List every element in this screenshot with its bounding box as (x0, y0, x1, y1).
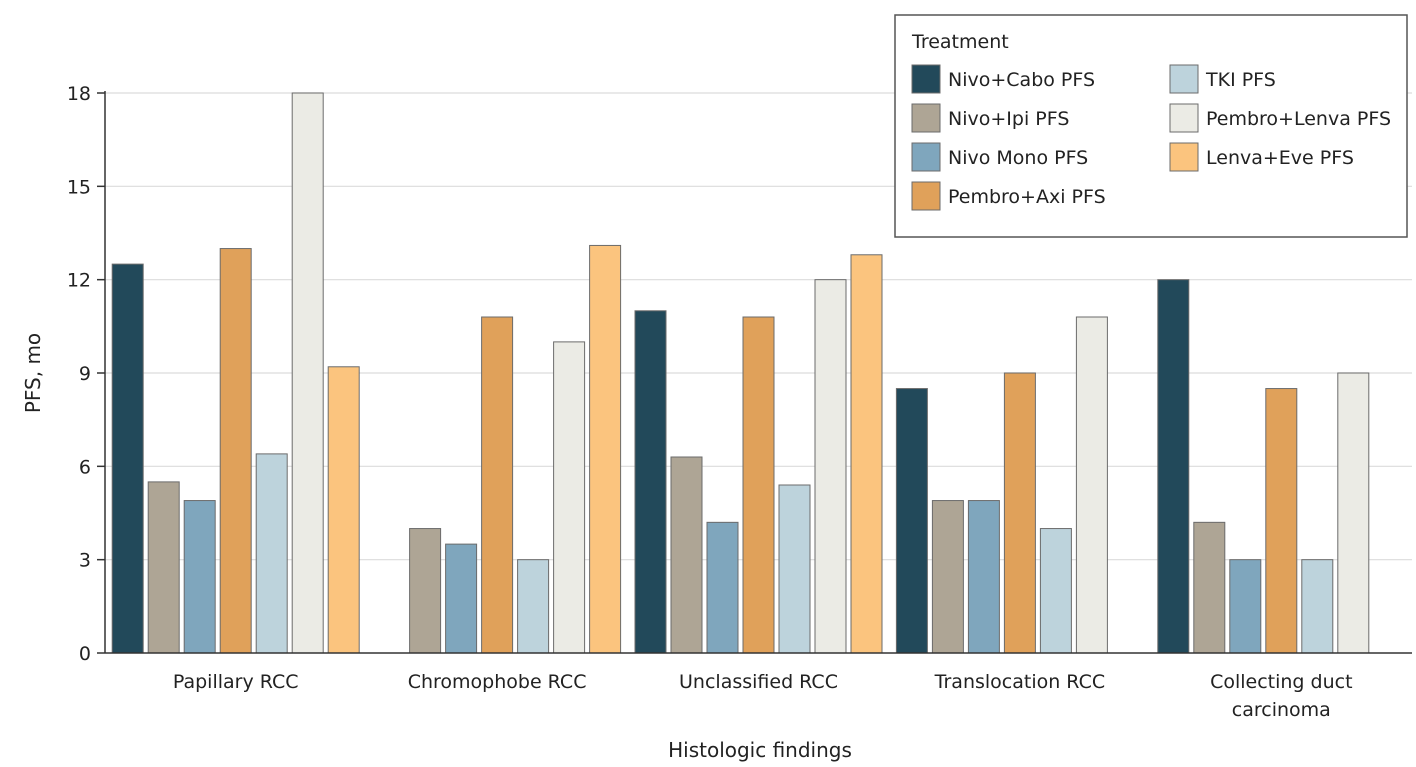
x-axis-label: Histologic findings (668, 738, 852, 762)
bar-lenva-eve-pfs (327, 366, 360, 654)
bar-nivo-mono-pfs (1229, 559, 1262, 654)
bar-nivo-cabo-pfs (895, 388, 928, 654)
bar-nivo-cabo-pfs (634, 310, 667, 654)
bar-pembro-axi-pfs (481, 316, 514, 654)
legend-swatch (911, 103, 941, 133)
legend-label: Lenva+Eve PFS (1206, 147, 1354, 169)
x-tick-label: Unclassified RCC (679, 671, 838, 693)
bar-lenva-eve-pfs (850, 254, 883, 654)
legend-box (894, 14, 1408, 238)
bar-pembro-axi-pfs (1003, 372, 1036, 654)
x-tick-label: Papillary RCC (173, 671, 299, 693)
legend-label: Nivo+Cabo PFS (948, 69, 1095, 91)
axes: 0 3 6 9 12 15 18 Papillary RCC Chromophobe RCC Un… (67, 83, 1412, 721)
bar-nivo-ipi-pfs (147, 481, 180, 654)
bar-pembro-axi-pfs (1265, 388, 1298, 654)
y-tick-label: 9 (79, 363, 91, 385)
bar-pembro-axi-pfs (219, 248, 252, 654)
x-tick-label: Translocation RCC (934, 671, 1105, 693)
legend-label: Nivo+Ipi PFS (948, 108, 1069, 130)
bar-nivo-ipi-pfs (1193, 521, 1226, 654)
y-tick-label: 12 (67, 270, 91, 292)
legend-swatch (1169, 103, 1199, 133)
bar-pembro-lenva-pfs (291, 92, 324, 654)
y-tick-label: 18 (67, 83, 91, 105)
bar-nivo-ipi-pfs (670, 456, 703, 654)
legend-swatch (911, 181, 941, 211)
bar-tki-pfs (255, 453, 288, 654)
bar-nivo-mono-pfs (967, 500, 1000, 654)
bar-nivo-mono-pfs (183, 500, 216, 654)
x-tick-label: Chromophobe RCC (408, 671, 587, 693)
y-tick-label: 15 (67, 176, 91, 198)
legend-title: Treatment (911, 31, 1009, 53)
bar-tki-pfs (1039, 528, 1072, 654)
bar-nivo-ipi-pfs (931, 500, 964, 654)
x-tick-label: Collecting duct (1210, 671, 1352, 693)
legend-label: Nivo Mono PFS (948, 147, 1088, 169)
y-axis-label: PFS, mo (21, 333, 45, 413)
y-tick-label: 3 (79, 550, 91, 572)
bars (111, 92, 1370, 654)
bar-pembro-lenva-pfs (1337, 372, 1370, 654)
bar-nivo-ipi-pfs (409, 528, 442, 654)
legend-swatch (911, 64, 941, 94)
legend-swatch (1169, 64, 1199, 94)
legend-label: Pembro+Lenva PFS (1206, 108, 1391, 130)
y-tick-label: 0 (79, 643, 91, 665)
bar-nivo-mono-pfs (445, 543, 478, 654)
bar-nivo-cabo-pfs (111, 263, 144, 654)
bar-nivo-mono-pfs (706, 521, 739, 654)
bar-nivo-cabo-pfs (1157, 279, 1190, 654)
bar-pembro-lenva-pfs (814, 279, 847, 654)
legend: Treatment Nivo+Cabo PFS Nivo+Ipi PFS Nivo … (894, 14, 1408, 238)
legend-swatch (1169, 142, 1199, 172)
y-tick-label: 6 (79, 456, 91, 478)
x-tick-label: carcinoma (1232, 699, 1331, 721)
bar-tki-pfs (517, 559, 550, 654)
bar-lenva-eve-pfs (589, 244, 622, 654)
legend-label: Pembro+Axi PFS (948, 186, 1106, 208)
legend-swatch (911, 142, 941, 172)
bar-tki-pfs (1301, 559, 1334, 654)
bar-tki-pfs (778, 484, 811, 654)
bar-pembro-lenva-pfs (553, 341, 586, 654)
legend-label: TKI PFS (1205, 69, 1276, 91)
bar-pembro-axi-pfs (742, 316, 775, 654)
bar-pembro-lenva-pfs (1075, 316, 1108, 654)
